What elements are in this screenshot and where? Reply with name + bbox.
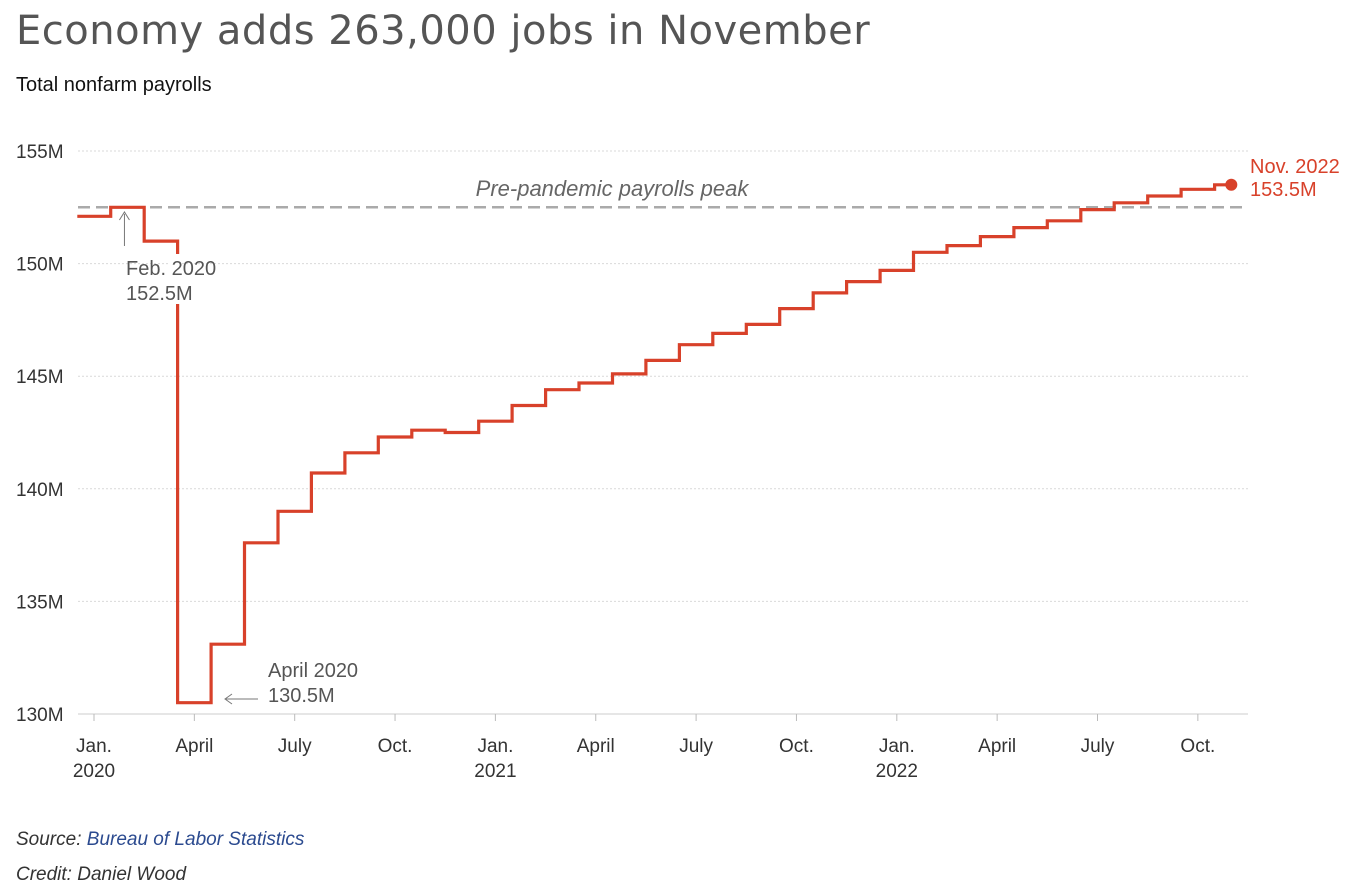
x-tick-label: July bbox=[679, 736, 713, 757]
series-layer bbox=[77, 178, 1238, 705]
y-tick-label: 140M bbox=[16, 480, 64, 501]
april-2020-label: April 2020 bbox=[268, 660, 358, 682]
x-tick-year-label: 2022 bbox=[876, 761, 918, 782]
x-tick-label: Jan. bbox=[879, 736, 915, 757]
x-tick-label: Jan. bbox=[477, 736, 513, 757]
april-2020-arrowhead bbox=[224, 693, 233, 705]
nov-2022-label: Nov. 2022 bbox=[1250, 156, 1340, 178]
axis-layer: 155M 150M 145M 140M 135M 130M Jan. 2020 April Jul… bbox=[16, 142, 1248, 782]
y-tick-label: 130M bbox=[16, 705, 64, 726]
x-tick-year-label: 2020 bbox=[73, 761, 115, 782]
chart-subtitle: Total nonfarm payrolls bbox=[16, 74, 212, 96]
source-line: Source: Bureau of Labor Statistics bbox=[16, 829, 304, 851]
grid-layer bbox=[78, 150, 1248, 602]
label-knockout bbox=[170, 254, 182, 304]
source-prefix: Source: bbox=[16, 829, 87, 850]
feb-2020-arrowhead bbox=[119, 211, 130, 221]
nov-2022-value: 153.5M bbox=[1250, 179, 1317, 201]
chart-title: Economy adds 263,000 jobs in November bbox=[16, 8, 871, 54]
x-tick-label: Oct. bbox=[779, 736, 814, 757]
credit-line: Credit: Daniel Wood bbox=[16, 864, 187, 885]
y-tick-label: 135M bbox=[16, 592, 64, 613]
x-tick-label: July bbox=[1081, 736, 1115, 757]
x-tick-label: Jan. bbox=[76, 736, 112, 757]
x-tick-label: April bbox=[175, 736, 213, 757]
x-tick-label: April bbox=[978, 736, 1016, 757]
x-tick-label: April bbox=[577, 736, 615, 757]
latest-value-dot bbox=[1225, 178, 1238, 191]
peak-reference-label: Pre-pandemic payrolls peak bbox=[476, 176, 750, 201]
payrolls-chart: Pre-pandemic payrolls peak 155M150M145M1… bbox=[16, 142, 1340, 782]
april-2020-value: 130.5M bbox=[268, 685, 335, 707]
x-tick-label: July bbox=[278, 736, 312, 757]
payrolls-step-line bbox=[77, 183, 1232, 705]
y-tick-label: 145M bbox=[16, 367, 64, 388]
feb-2020-value: 152.5M bbox=[126, 283, 193, 305]
reference-layer: Pre-pandemic payrolls peak bbox=[78, 176, 1248, 209]
x-tick-label: Oct. bbox=[1180, 736, 1215, 757]
feb-2020-label: Feb. 2020 bbox=[126, 258, 216, 280]
y-tick-label: 150M bbox=[16, 255, 64, 276]
x-tick-year-label: 2021 bbox=[474, 761, 516, 782]
x-tick-label: Oct. bbox=[378, 736, 413, 757]
annotation-layer: Feb. 2020 152.5M April 2020 130.5M Nov. 2022… bbox=[119, 156, 1340, 707]
y-tick-label: 155M bbox=[16, 142, 64, 163]
source-link[interactable]: Bureau of Labor Statistics bbox=[86, 829, 305, 850]
